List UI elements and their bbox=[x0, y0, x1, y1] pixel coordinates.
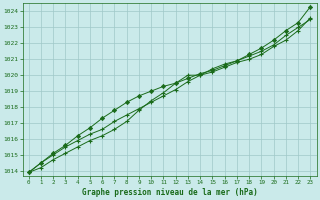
X-axis label: Graphe pression niveau de la mer (hPa): Graphe pression niveau de la mer (hPa) bbox=[82, 188, 258, 197]
